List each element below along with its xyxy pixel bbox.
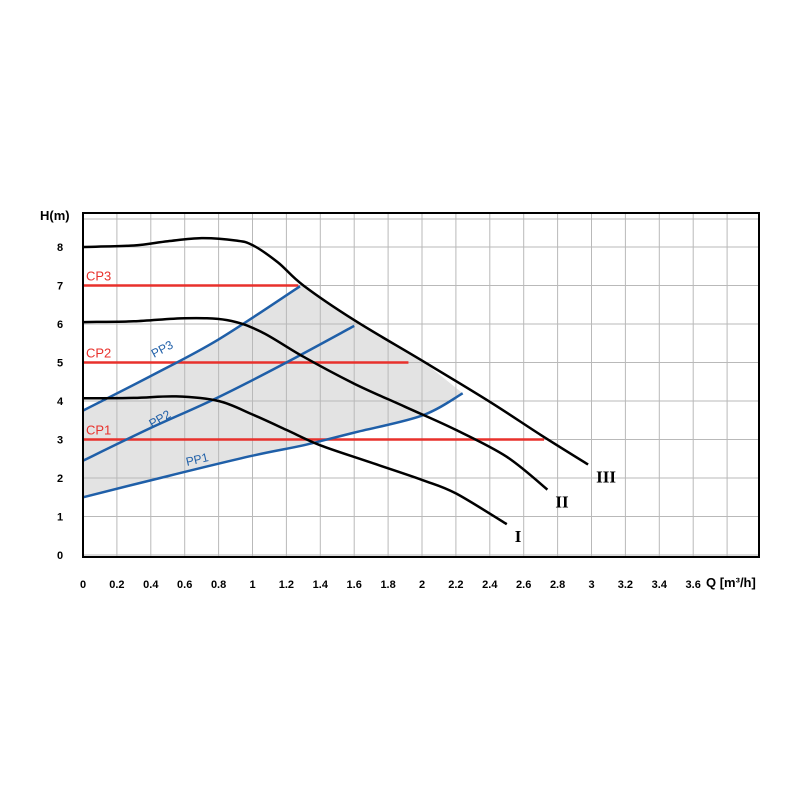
x-tick-label: 2.2 (448, 579, 463, 591)
x-tick-label: 3.2 (618, 579, 633, 591)
grid (82, 213, 759, 557)
curves (82, 236, 589, 526)
pp-curve-pp2 (82, 324, 355, 462)
x-tick-label: 3.6 (686, 579, 701, 591)
operating-area (83, 285, 463, 498)
x-tick-label: 1.8 (380, 579, 395, 591)
cp-label-cp2: CP2 (86, 346, 111, 361)
x-tick-label: 2.4 (482, 579, 498, 591)
x-tick-label: 1 (249, 579, 255, 591)
plot-frame (82, 212, 760, 558)
x-tick-label: 1.6 (347, 579, 362, 591)
operating-areas (83, 285, 463, 498)
x-tick-label: 3.4 (652, 579, 668, 591)
pp-label-pp1: PP1 (185, 450, 211, 469)
y-tick-label: 2 (57, 473, 63, 485)
x-tick-label: 1.4 (313, 579, 329, 591)
x-tick-label: 2.8 (550, 579, 565, 591)
pp-label-pp3: PP3 (149, 337, 176, 360)
y-tick-label: 8 (57, 242, 63, 254)
speed-curve-iii (82, 236, 589, 466)
y-tick-label: 4 (57, 396, 64, 408)
x-tick-label: 0.6 (177, 579, 192, 591)
y-axis-label: H(m) (40, 208, 70, 223)
speed-label-ii: II (555, 493, 569, 512)
cp-label-cp3: CP3 (86, 269, 111, 284)
cp-label-cp1: CP1 (86, 423, 111, 438)
speed-curve-i (82, 395, 508, 526)
x-tick-label: 2.6 (516, 579, 531, 591)
pp-curve-pp3 (82, 285, 301, 412)
speed-label-i: I (515, 527, 522, 546)
y-tick-label: 3 (57, 435, 63, 447)
y-tick-label: 1 (57, 512, 63, 524)
x-tick-label: 0.2 (109, 579, 124, 591)
x-tick-label: 3 (588, 579, 594, 591)
plot-border (82, 212, 760, 558)
x-tick-label: 0.4 (143, 579, 159, 591)
y-tick-label: 7 (57, 281, 63, 293)
x-axis-label: Q [m³/h] (706, 575, 756, 590)
speed-label-iii: III (596, 468, 616, 487)
y-tick-label: 6 (57, 319, 63, 331)
speed-curve-ii (82, 316, 549, 491)
x-tick-label: 1.2 (279, 579, 294, 591)
y-tick-label: 5 (57, 358, 63, 370)
y-tick-label: 0 (57, 550, 63, 562)
x-tick-label: 2 (419, 579, 425, 591)
x-tick-label: 0.8 (211, 579, 226, 591)
x-tick-label: 0 (80, 579, 86, 591)
